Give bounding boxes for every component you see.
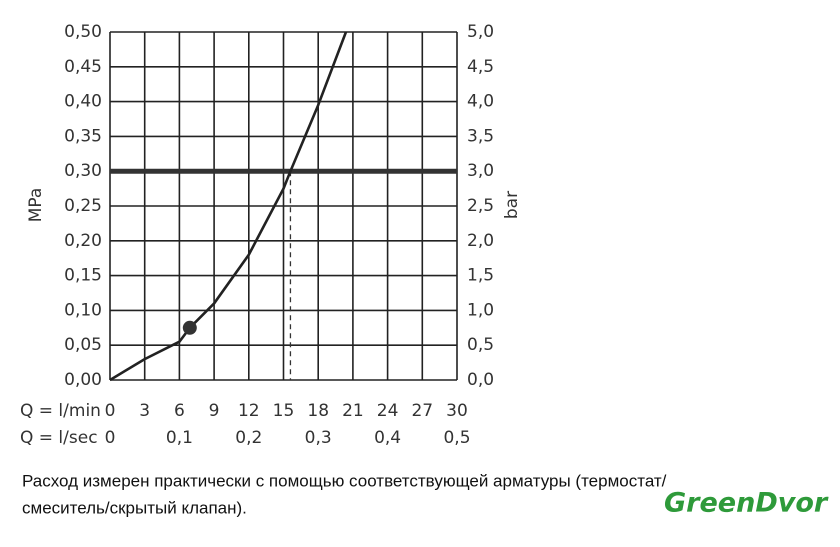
y-tick-label: 0,15 (64, 266, 102, 286)
caption: смеситель/скрытый клапан). (22, 498, 247, 517)
x-tick-label: 18 (307, 401, 329, 421)
y2-tick-label: 2,5 (467, 196, 494, 216)
x-tick-label: 0 (105, 401, 116, 421)
y2-tick-label: 1,0 (467, 300, 494, 320)
y-tick-label: 0,10 (64, 300, 102, 320)
data-line (109, 31, 348, 382)
marker-point (182, 320, 197, 335)
x-axis-label: Q = l/min (20, 401, 101, 421)
y2-tick-label: 5,0 (467, 22, 494, 42)
y-axis-label: MPa (26, 188, 46, 223)
x2-tick-label: 0,4 (374, 428, 401, 448)
y-tick-label: 0,05 (64, 335, 102, 355)
x2-tick-label: 0,5 (443, 428, 470, 448)
x-tick-label: 12 (238, 401, 260, 421)
y2-tick-label: 0,5 (467, 335, 494, 355)
y-tick-label: 0,25 (64, 196, 102, 216)
x-tick-label: 3 (139, 401, 150, 421)
x2-tick-label: 0,2 (235, 428, 262, 448)
x-tick-label: 27 (411, 401, 433, 421)
x-tick-label: 9 (209, 401, 220, 421)
x-tick-label: 30 (446, 401, 468, 421)
watermark: GreenDvor (664, 488, 829, 519)
y-tick-label: 0,20 (64, 231, 102, 251)
y-tick-label: 0,40 (64, 92, 102, 112)
x-tick-label: 6 (174, 401, 185, 421)
y2-tick-label: 2,0 (467, 231, 494, 251)
x-tick-label: 21 (342, 401, 364, 421)
x-tick-label: 15 (273, 401, 295, 421)
y2-tick-label: 3,0 (467, 161, 494, 181)
x-tick-label: 24 (377, 401, 399, 421)
x2-axis-label: Q = l/sec (20, 428, 98, 448)
y2-tick-label: 4,5 (467, 57, 494, 77)
y2-tick-label: 3,5 (467, 126, 494, 146)
x2-tick-label: 0,3 (305, 428, 332, 448)
y2-tick-label: 1,5 (467, 266, 494, 286)
y2-tick-label: 4,0 (467, 92, 494, 112)
y-tick-label: 0,00 (64, 370, 102, 390)
y-tick-label: 0,45 (64, 57, 102, 77)
x2-tick-label: 0 (105, 428, 116, 448)
x2-tick-label: 0,1 (166, 428, 193, 448)
caption: Расход измерен практически с помощью соо… (22, 471, 667, 490)
y-tick-label: 0,30 (64, 161, 102, 181)
y2-axis-label: bar (502, 191, 522, 219)
y-tick-label: 0,35 (64, 126, 102, 146)
y2-tick-label: 0,0 (467, 370, 494, 390)
y-tick-label: 0,50 (64, 22, 102, 42)
